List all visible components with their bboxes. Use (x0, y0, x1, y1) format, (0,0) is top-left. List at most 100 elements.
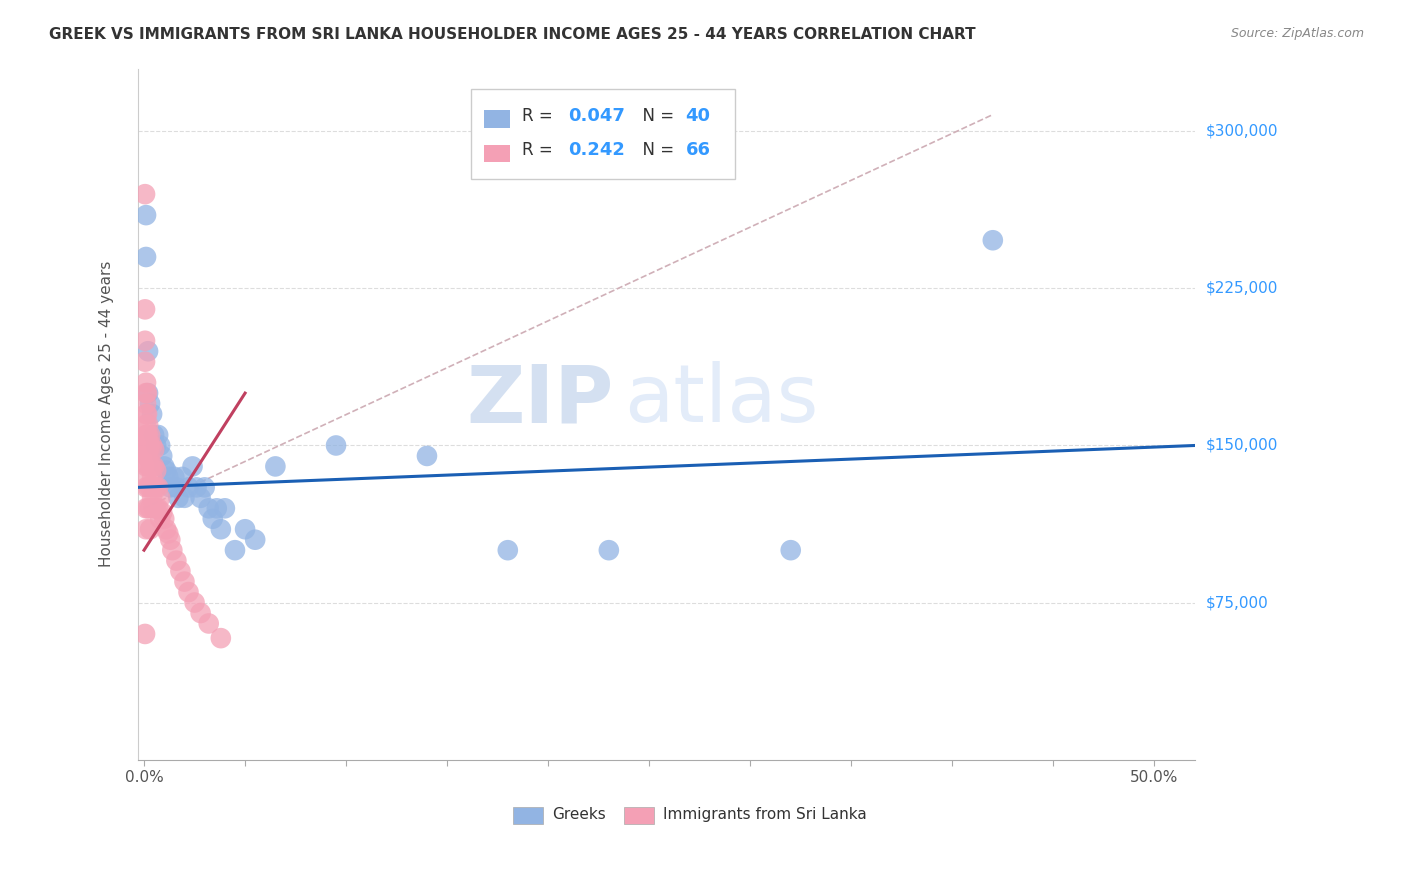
Point (159, 533, 181, 547)
Point (136, 428, 159, 442)
Point (205, 501, 228, 516)
Point (165, 554, 187, 568)
Point (135, 407, 157, 421)
Point (135, 438, 157, 452)
Bar (484, 111, 510, 128)
Point (157, 470, 180, 484)
Point (177, 480, 200, 494)
Text: $300,000: $300,000 (1206, 124, 1278, 139)
Text: Immigrants from Sri Lanka: Immigrants from Sri Lanka (664, 807, 868, 822)
Point (139, 501, 162, 516)
Point (135, 250, 157, 264)
Point (145, 464, 167, 478)
Bar (484, 145, 510, 162)
Point (136, 386, 159, 401)
Point (145, 438, 167, 452)
Text: atlas: atlas (624, 361, 818, 439)
Text: 40: 40 (686, 106, 710, 125)
Point (159, 480, 181, 494)
Point (165, 480, 187, 494)
Point (150, 449, 173, 463)
Point (139, 522, 162, 536)
Point (135, 428, 157, 442)
Y-axis label: Householder Income Ages 25 - 44 years: Householder Income Ages 25 - 44 years (100, 260, 114, 567)
Point (981, 233, 1004, 247)
Point (224, 543, 246, 558)
Point (135, 208, 157, 222)
Text: Greeks: Greeks (553, 807, 606, 822)
Point (214, 501, 236, 516)
Point (139, 449, 162, 463)
Point (134, 627, 156, 641)
Bar (513, 806, 543, 824)
Point (169, 564, 191, 578)
Point (325, 438, 347, 452)
Point (496, 543, 519, 558)
Point (197, 501, 219, 516)
Point (136, 480, 159, 494)
Text: R =: R = (522, 141, 558, 159)
Point (149, 438, 172, 452)
Point (139, 438, 162, 452)
Text: 0.047: 0.047 (568, 106, 626, 125)
Point (136, 344, 159, 359)
Point (148, 428, 170, 442)
Point (136, 417, 159, 432)
Text: N =: N = (631, 141, 679, 159)
Text: 0.242: 0.242 (568, 141, 626, 159)
Point (143, 480, 166, 494)
Point (135, 522, 157, 536)
Point (153, 512, 176, 526)
Point (135, 376, 157, 390)
Text: R =: R = (522, 106, 558, 125)
Point (135, 480, 157, 494)
Point (181, 459, 204, 474)
Point (141, 491, 163, 505)
Point (143, 442, 166, 457)
Point (155, 464, 177, 478)
Point (162, 543, 184, 558)
Point (153, 459, 176, 474)
Point (139, 428, 162, 442)
Text: ZIP: ZIP (467, 361, 613, 439)
Point (136, 449, 159, 463)
Point (172, 470, 194, 484)
Point (779, 543, 801, 558)
Point (135, 501, 157, 516)
Point (149, 491, 172, 505)
Text: GREEK VS IMMIGRANTS FROM SRI LANKA HOUSEHOLDER INCOME AGES 25 - 44 YEARS CORRELA: GREEK VS IMMIGRANTS FROM SRI LANKA HOUSE… (49, 27, 976, 42)
Point (135, 459, 157, 474)
Point (141, 459, 163, 474)
Point (141, 470, 163, 484)
Point (209, 522, 232, 536)
Point (148, 480, 170, 494)
Point (173, 574, 195, 589)
Point (598, 543, 620, 558)
Point (167, 491, 190, 505)
Point (136, 438, 159, 452)
Point (136, 449, 159, 463)
Point (135, 386, 157, 401)
Point (243, 533, 266, 547)
Point (145, 501, 167, 516)
Text: Source: ZipAtlas.com: Source: ZipAtlas.com (1230, 27, 1364, 40)
Point (145, 480, 167, 494)
Point (155, 522, 177, 536)
Point (141, 407, 163, 421)
Point (173, 491, 195, 505)
Point (143, 428, 166, 442)
Point (150, 506, 173, 520)
Point (139, 396, 162, 410)
Point (134, 187, 156, 202)
Point (135, 417, 157, 432)
Point (135, 470, 157, 484)
Point (177, 585, 200, 599)
Text: 66: 66 (686, 141, 710, 159)
Point (197, 616, 219, 631)
Point (134, 355, 156, 369)
Point (135, 396, 157, 410)
Point (143, 501, 166, 516)
Point (141, 438, 163, 452)
Point (183, 595, 205, 609)
Point (138, 438, 160, 452)
